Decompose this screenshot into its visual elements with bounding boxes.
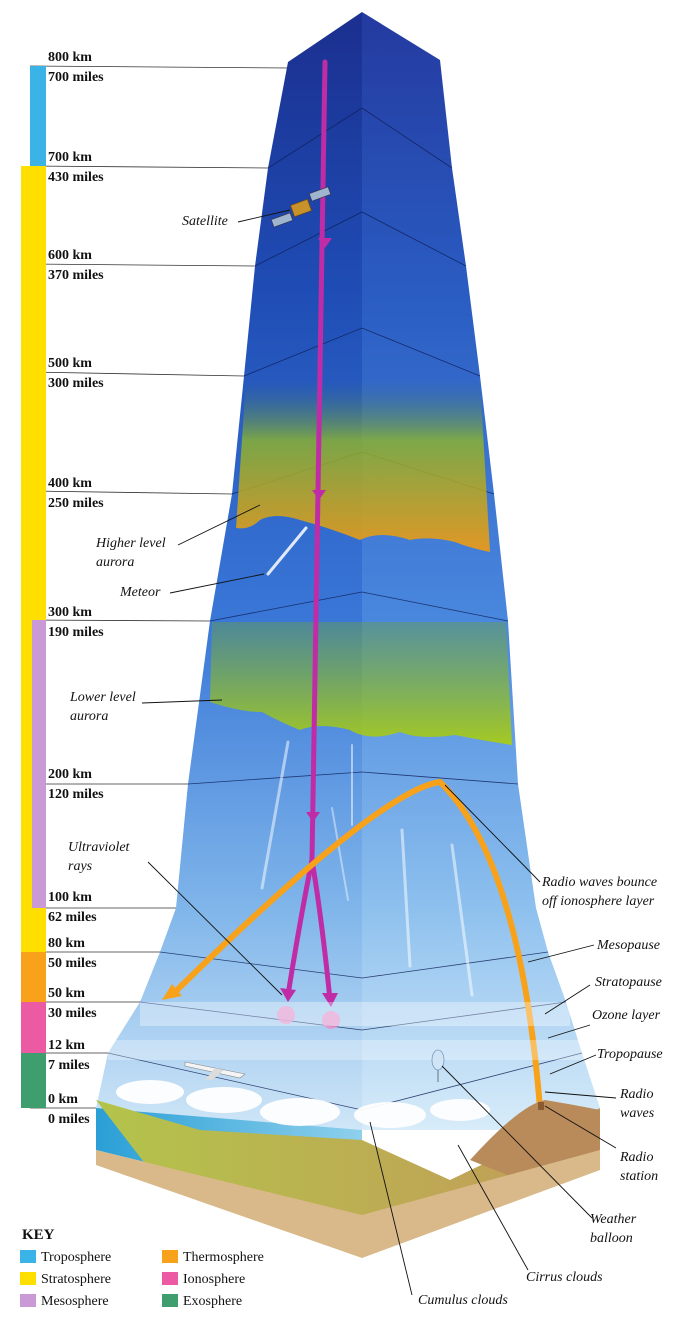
label-ozone: Ozone layer bbox=[592, 1008, 661, 1023]
radio-wave-arc bbox=[169, 778, 543, 1111]
label-meteor: Meteor bbox=[120, 585, 161, 600]
label-weather-balloon: Weather balloon bbox=[590, 1212, 637, 1246]
radio-station-icon bbox=[538, 1102, 544, 1110]
altitude-0: 0 km 0 miles bbox=[48, 1092, 90, 1127]
label-radio-waves: Radio waves bbox=[620, 1087, 655, 1121]
layer-bar-mesosphere bbox=[32, 620, 46, 908]
tower-right-face bbox=[362, 12, 600, 1130]
key-swatch bbox=[20, 1294, 36, 1307]
higher-aurora bbox=[236, 380, 490, 552]
label-radio-station: Radio station bbox=[620, 1150, 659, 1184]
clouds bbox=[116, 1080, 490, 1128]
key-swatch bbox=[20, 1272, 36, 1285]
key-item-stratosphere: Stratosphere bbox=[20, 1272, 111, 1288]
label-mesopause: Mesopause bbox=[597, 938, 660, 953]
altitude-50: 50 km 30 miles bbox=[48, 986, 97, 1021]
label-cirrus: Cirrus clouds bbox=[526, 1270, 603, 1285]
weather-balloon-icon bbox=[431, 1049, 445, 1082]
altitude-500: 500 km 300 miles bbox=[48, 356, 104, 391]
label-ultraviolet: Ultraviolet rays bbox=[68, 840, 130, 874]
key-item-exosphere: Exosphere bbox=[162, 1294, 242, 1310]
layer-bar-exosphere bbox=[21, 1053, 46, 1108]
satellite-icon bbox=[270, 186, 332, 228]
altitude-400: 400 km 250 miles bbox=[48, 476, 104, 511]
tower-left-face bbox=[96, 12, 362, 1130]
lower-aurora bbox=[210, 622, 512, 745]
key-item-thermosphere: Thermosphere bbox=[162, 1250, 264, 1266]
label-stratopause: Stratopause bbox=[595, 975, 662, 990]
key-swatch bbox=[162, 1272, 178, 1285]
key-swatch bbox=[20, 1250, 36, 1263]
key-title: KEY bbox=[22, 1227, 55, 1243]
airplane-icon bbox=[184, 1061, 246, 1080]
key-swatch bbox=[162, 1250, 178, 1263]
altitude-12: 12 km 7 miles bbox=[48, 1038, 90, 1073]
altitude-300: 300 km 190 miles bbox=[48, 605, 104, 640]
meteor-streaks bbox=[260, 526, 474, 997]
label-higher-aurora: Higher level aurora bbox=[96, 536, 166, 570]
label-cumulus: Cumulus clouds bbox=[418, 1293, 508, 1308]
label-lower-aurora: Lower level aurora bbox=[70, 690, 136, 724]
soil-base bbox=[96, 1150, 600, 1258]
altitude-600: 600 km 370 miles bbox=[48, 248, 104, 283]
altitude-700: 700 km 430 miles bbox=[48, 150, 104, 185]
key-item-troposphere: Troposphere bbox=[20, 1250, 111, 1266]
key-item-mesosphere: Mesosphere bbox=[20, 1294, 109, 1310]
label-satellite: Satellite bbox=[182, 214, 228, 229]
layer-bar-exosphere-top bbox=[30, 66, 46, 166]
leader-lines bbox=[141, 209, 617, 1296]
land bbox=[96, 1100, 600, 1250]
label-tropopause: Tropopause bbox=[597, 1047, 663, 1062]
layer-bar-upper-yellow bbox=[21, 908, 46, 952]
layer-bar-ionosphere bbox=[21, 1002, 46, 1053]
key-swatch bbox=[162, 1294, 178, 1307]
key-item-ionosphere: Ionosphere bbox=[162, 1272, 245, 1288]
altitude-80: 80 km 50 miles bbox=[48, 936, 97, 971]
altitude-200: 200 km 120 miles bbox=[48, 767, 104, 802]
layer-bar-thermosphere bbox=[21, 952, 46, 1002]
altitude-800: 800 km 700 miles bbox=[48, 50, 104, 85]
altitude-100: 100 km 62 miles bbox=[48, 890, 97, 925]
label-radio-bounce: Radio waves bounce off ionosphere layer bbox=[542, 875, 658, 909]
